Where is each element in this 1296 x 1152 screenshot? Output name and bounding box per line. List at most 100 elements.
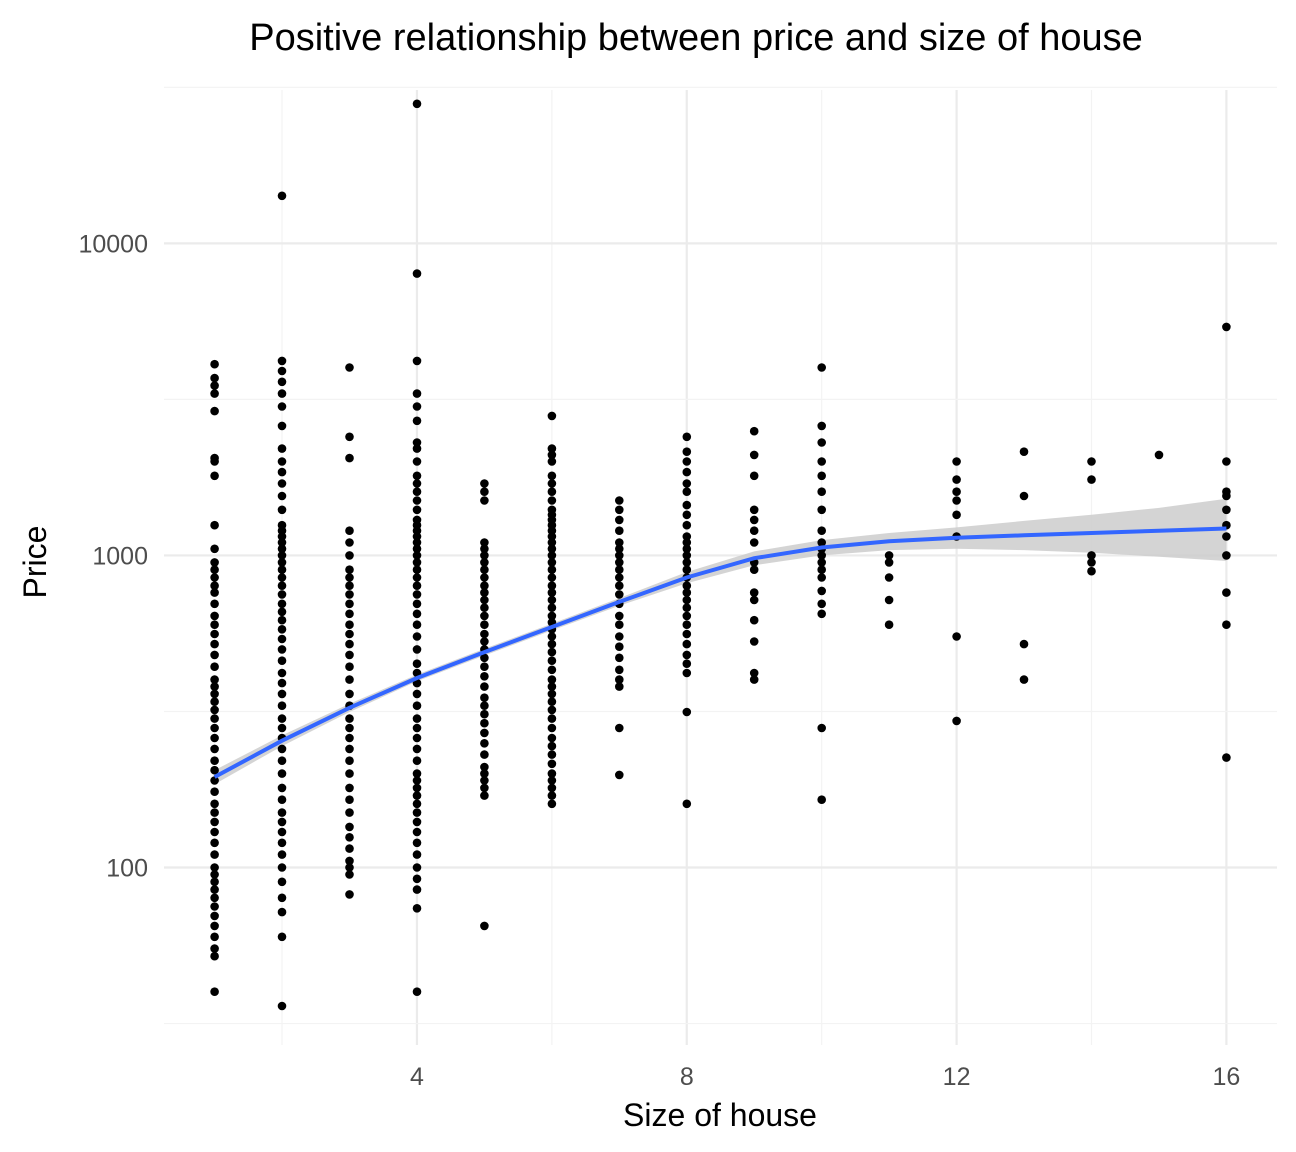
data-point bbox=[1222, 588, 1231, 597]
data-point bbox=[210, 756, 219, 765]
data-point bbox=[682, 447, 692, 457]
data-point bbox=[210, 359, 219, 369]
data-point bbox=[210, 697, 219, 706]
data-point bbox=[480, 588, 489, 597]
data-point bbox=[210, 808, 219, 817]
data-point bbox=[817, 526, 826, 535]
data-point bbox=[210, 863, 219, 872]
data-point bbox=[615, 551, 624, 560]
x-axis-title: Size of house bbox=[623, 1097, 817, 1133]
data-point bbox=[615, 526, 624, 535]
data-point bbox=[345, 538, 354, 547]
data-point bbox=[817, 573, 826, 582]
data-point bbox=[412, 444, 422, 453]
data-point bbox=[884, 595, 894, 605]
data-point bbox=[817, 586, 826, 596]
data-point bbox=[682, 565, 692, 574]
data-point bbox=[277, 366, 287, 376]
data-point bbox=[547, 750, 557, 759]
data-point bbox=[277, 479, 287, 488]
data-point bbox=[749, 668, 759, 678]
data-point bbox=[277, 769, 287, 778]
data-point bbox=[817, 609, 826, 619]
data-point bbox=[547, 496, 557, 505]
data-point bbox=[884, 551, 894, 560]
data-point bbox=[817, 723, 826, 733]
data-point bbox=[277, 444, 287, 453]
data-point bbox=[210, 787, 219, 796]
data-point bbox=[480, 739, 489, 748]
data-point bbox=[884, 620, 894, 629]
data-point bbox=[817, 565, 826, 574]
data-point bbox=[345, 581, 354, 590]
data-point bbox=[547, 457, 557, 466]
data-point bbox=[547, 665, 557, 675]
data-point bbox=[210, 453, 219, 463]
data-point bbox=[412, 783, 422, 793]
data-point bbox=[1087, 551, 1096, 560]
data-point bbox=[682, 588, 692, 597]
data-point bbox=[547, 714, 557, 723]
data-point bbox=[547, 551, 557, 560]
data-point bbox=[210, 827, 219, 837]
data-point bbox=[615, 573, 624, 582]
data-point bbox=[345, 808, 354, 817]
data-point bbox=[547, 632, 557, 641]
data-point bbox=[615, 505, 624, 515]
data-point bbox=[277, 457, 287, 466]
data-point bbox=[480, 701, 489, 710]
data-point bbox=[547, 611, 557, 621]
data-point bbox=[547, 697, 557, 706]
x-tick-label: 12 bbox=[943, 1063, 971, 1091]
data-point bbox=[345, 590, 354, 599]
data-point bbox=[480, 637, 489, 646]
data-point bbox=[277, 505, 287, 515]
x-tick-label: 16 bbox=[1213, 1063, 1241, 1091]
data-point bbox=[547, 411, 557, 421]
data-point bbox=[412, 838, 422, 848]
data-point bbox=[210, 911, 219, 921]
data-point bbox=[277, 783, 287, 793]
data-point bbox=[480, 921, 489, 931]
data-point bbox=[682, 620, 692, 629]
data-point bbox=[682, 603, 692, 612]
data-point bbox=[480, 662, 489, 671]
data-point bbox=[210, 558, 219, 567]
data-point bbox=[547, 639, 557, 649]
data-point bbox=[210, 944, 219, 953]
data-point bbox=[210, 885, 219, 894]
data-point bbox=[345, 639, 354, 649]
data-point bbox=[412, 551, 422, 560]
data-point bbox=[547, 573, 557, 582]
data-point bbox=[210, 662, 219, 671]
data-point bbox=[210, 893, 219, 903]
data-point bbox=[412, 733, 422, 743]
data-point bbox=[412, 99, 422, 109]
data-point bbox=[547, 769, 557, 778]
data-point bbox=[210, 675, 219, 684]
data-point bbox=[345, 833, 354, 842]
data-point bbox=[412, 479, 422, 488]
data-point bbox=[210, 620, 219, 629]
data-point bbox=[412, 505, 422, 515]
data-point bbox=[412, 438, 422, 447]
data-point bbox=[682, 668, 692, 678]
y-tick-label: 1000 bbox=[92, 542, 148, 570]
data-point bbox=[480, 783, 489, 793]
data-point bbox=[412, 632, 422, 641]
data-point bbox=[615, 770, 624, 780]
data-point bbox=[884, 573, 894, 582]
data-point bbox=[1087, 566, 1096, 576]
data-point bbox=[412, 769, 422, 778]
data-point bbox=[345, 573, 354, 582]
data-point bbox=[480, 769, 489, 778]
data-point bbox=[345, 795, 354, 804]
data-point bbox=[615, 665, 624, 675]
data-point bbox=[277, 389, 287, 398]
data-point bbox=[345, 870, 354, 879]
data-point bbox=[547, 783, 557, 793]
data-point bbox=[412, 756, 422, 765]
data-point bbox=[412, 808, 422, 817]
data-point bbox=[1019, 491, 1029, 501]
data-point bbox=[412, 987, 422, 996]
